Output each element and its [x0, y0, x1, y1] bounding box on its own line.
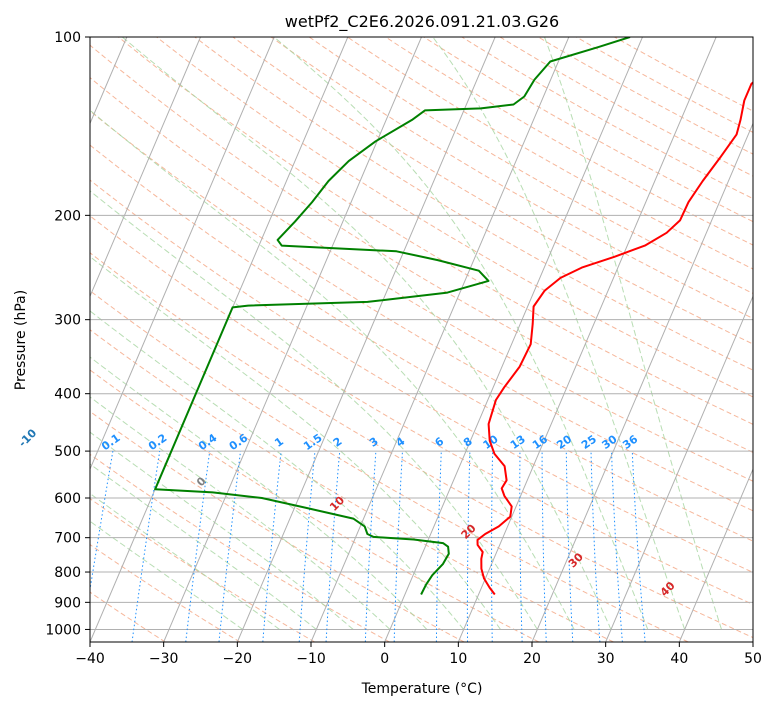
x-tick-label: −20 [223, 651, 253, 667]
moist-adiabat-line [90, 396, 391, 630]
background-lines [90, 37, 753, 642]
moist-adiabat-line [90, 310, 465, 630]
dry-adiabat-line [537, 37, 753, 155]
x-tick-label: 50 [744, 651, 762, 667]
dry-adiabat-line [90, 179, 753, 573]
x-axis-title: Temperature (°C) [361, 681, 483, 697]
isotherm-line [605, 295, 753, 642]
moist-adiabat-line [544, 37, 722, 630]
y-tick-label: 100 [54, 30, 81, 46]
y-tick-label: 500 [54, 444, 81, 460]
y-tick-label: 300 [54, 313, 81, 329]
moist-adiabat-line [432, 37, 686, 630]
isotherm-line [678, 467, 753, 642]
y-tick-label: 800 [54, 565, 81, 581]
moist-adiabat-line [273, 37, 649, 630]
x-tick-label: 0 [380, 651, 389, 667]
isotherm-line [90, 37, 275, 471]
dry-adiabat-line [90, 453, 390, 642]
mixing-ratio-line [262, 451, 282, 642]
isotherm-line [236, 37, 496, 642]
y-tick-label: 1000 [45, 622, 81, 638]
x-tick-label: 20 [523, 651, 541, 667]
dry-adiabat-line [90, 44, 753, 453]
x-tick-label: −40 [75, 651, 105, 667]
y-axis-title: Pressure (hPa) [13, 290, 29, 390]
dry-adiabat-line [347, 37, 753, 270]
isotherm-line [310, 37, 570, 642]
y-tick-label: 200 [54, 208, 81, 224]
isotherm-line [457, 37, 717, 642]
profile-line [154, 37, 631, 595]
moist-adiabat-line [90, 356, 428, 630]
dry-adiabat-line [90, 290, 689, 642]
dry-adiabat-line [499, 37, 753, 177]
x-tick-label: 10 [449, 651, 467, 667]
mixing-ratio-line [131, 451, 161, 642]
dry-adiabat-line [90, 252, 753, 639]
profiles [154, 37, 753, 596]
axes: −40 −30 −20 −10 0 10 20 30 40 50 100 200 300 400 500 60… [45, 30, 762, 667]
mixing-ratio-line [631, 451, 646, 642]
x-tick-label: −30 [149, 651, 179, 667]
moist-adiabat-line [90, 109, 575, 630]
moist-adiabat-line [90, 463, 317, 630]
moist-adiabat-line [90, 190, 538, 630]
profile-line [476, 81, 753, 596]
dry-adiabat-line [90, 144, 753, 542]
dry-adiabat-line [461, 37, 753, 200]
y-tick-label: 400 [54, 387, 81, 403]
y-tick-label: 900 [54, 595, 81, 611]
plot-frame [89, 36, 754, 643]
dry-adiabat-line [385, 37, 753, 246]
y-tick-label: 600 [54, 491, 81, 507]
isotherm-line [531, 122, 753, 642]
dry-adiabat-line [90, 215, 753, 606]
x-tick-label: 30 [597, 651, 615, 667]
dry-adiabat-line [90, 498, 315, 642]
dry-adiabat-line [90, 110, 753, 512]
dry-adiabat-line [118, 37, 753, 425]
dry-adiabat-line [232, 37, 753, 345]
mixing-ratio-line [298, 451, 316, 642]
moist-adiabat-line [90, 255, 501, 630]
moist-adiabat-line [121, 37, 612, 630]
chart-title: wetPf2_C2E6.2026.091.21.03.G26 [285, 12, 559, 32]
dry-adiabat-line [194, 37, 753, 371]
x-tick-label: 40 [670, 651, 688, 667]
isotherm-line [90, 37, 201, 298]
mixing-ratio-line [185, 451, 211, 642]
x-tick-label: −10 [296, 651, 326, 667]
moist-adiabat-line [90, 431, 354, 630]
y-tick-label: 700 [54, 531, 81, 547]
isotherm-line [163, 37, 422, 642]
